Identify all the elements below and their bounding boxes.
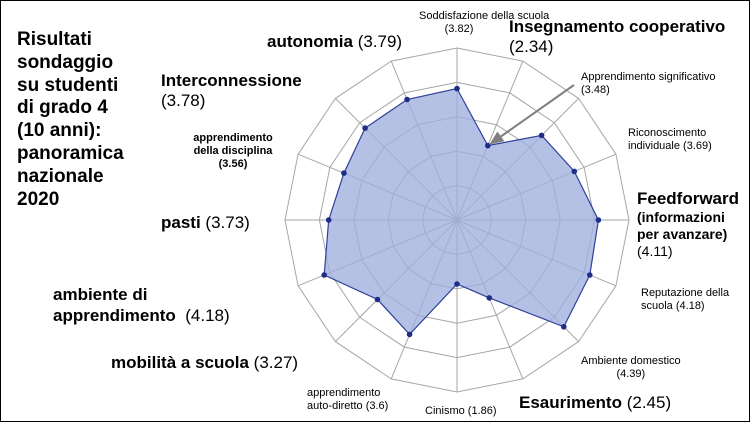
data-point-8 bbox=[454, 281, 460, 287]
axis-label-soddisfazione: Soddisfazione della scuola (3.82) bbox=[419, 10, 550, 36]
data-point-2 bbox=[538, 132, 545, 139]
axis-label-ambiente-di-apprendimento: ambiente di apprendimento (4.18) bbox=[53, 285, 230, 326]
data-point-11 bbox=[321, 272, 328, 278]
data-point-14 bbox=[362, 125, 368, 131]
data-point-10 bbox=[374, 296, 381, 303]
axis-label-feedforward: Feedforward (informazioni per avanzare) … bbox=[637, 189, 740, 259]
data-point-13 bbox=[341, 170, 347, 176]
annotation-arrow-head bbox=[489, 131, 505, 145]
data-point-4 bbox=[595, 217, 602, 223]
axis-label-insegnamento-cooperativo: Insegnamento cooperativo (2.34) bbox=[509, 17, 726, 57]
data-point-15 bbox=[404, 96, 410, 103]
data-point-7 bbox=[486, 295, 493, 301]
axis-label-interconnessione: Interconnessione (3.78) bbox=[161, 71, 302, 111]
axis-label-apprendimento-disciplina: apprendimento della disciplina (3.56) bbox=[193, 132, 273, 171]
data-point-12 bbox=[325, 217, 332, 223]
axis-label-pasti: pasti (3.73) bbox=[161, 213, 250, 232]
axis-label-autonomia: autonomia (3.79) bbox=[267, 32, 403, 51]
data-point-3 bbox=[571, 168, 578, 175]
data-point-6 bbox=[561, 324, 567, 330]
axis-label-cinismo: Cinismo (1.86) bbox=[425, 405, 497, 417]
axis-label-riconoscimento: Riconoscimento individuale (3.69) bbox=[628, 127, 712, 153]
annotation-arrow-line bbox=[494, 84, 575, 142]
axis-label-reputazione: Reputazione della scuola (4.18) bbox=[641, 287, 730, 313]
data-point-0 bbox=[454, 85, 460, 92]
data-point-1 bbox=[485, 142, 491, 149]
data-point-5 bbox=[587, 272, 593, 278]
axis-label-apprendimento-significativo: Apprendimento significativo (3.48) bbox=[581, 71, 716, 97]
chart-title: Risultati sondaggio su studenti di grado… bbox=[17, 29, 124, 210]
data-point-9 bbox=[406, 331, 413, 338]
axis-label-mobilita: mobilità a scuola (3.27) bbox=[111, 353, 299, 372]
axis-label-ambiente-domestico: Ambiente domestico (4.39) bbox=[581, 355, 681, 381]
axis-label-apprendimento-auto-diretto: apprendimento auto-diretto (3.6) bbox=[307, 387, 389, 413]
axis-label-esaurimento: Esaurimento (2.45) bbox=[519, 393, 672, 412]
